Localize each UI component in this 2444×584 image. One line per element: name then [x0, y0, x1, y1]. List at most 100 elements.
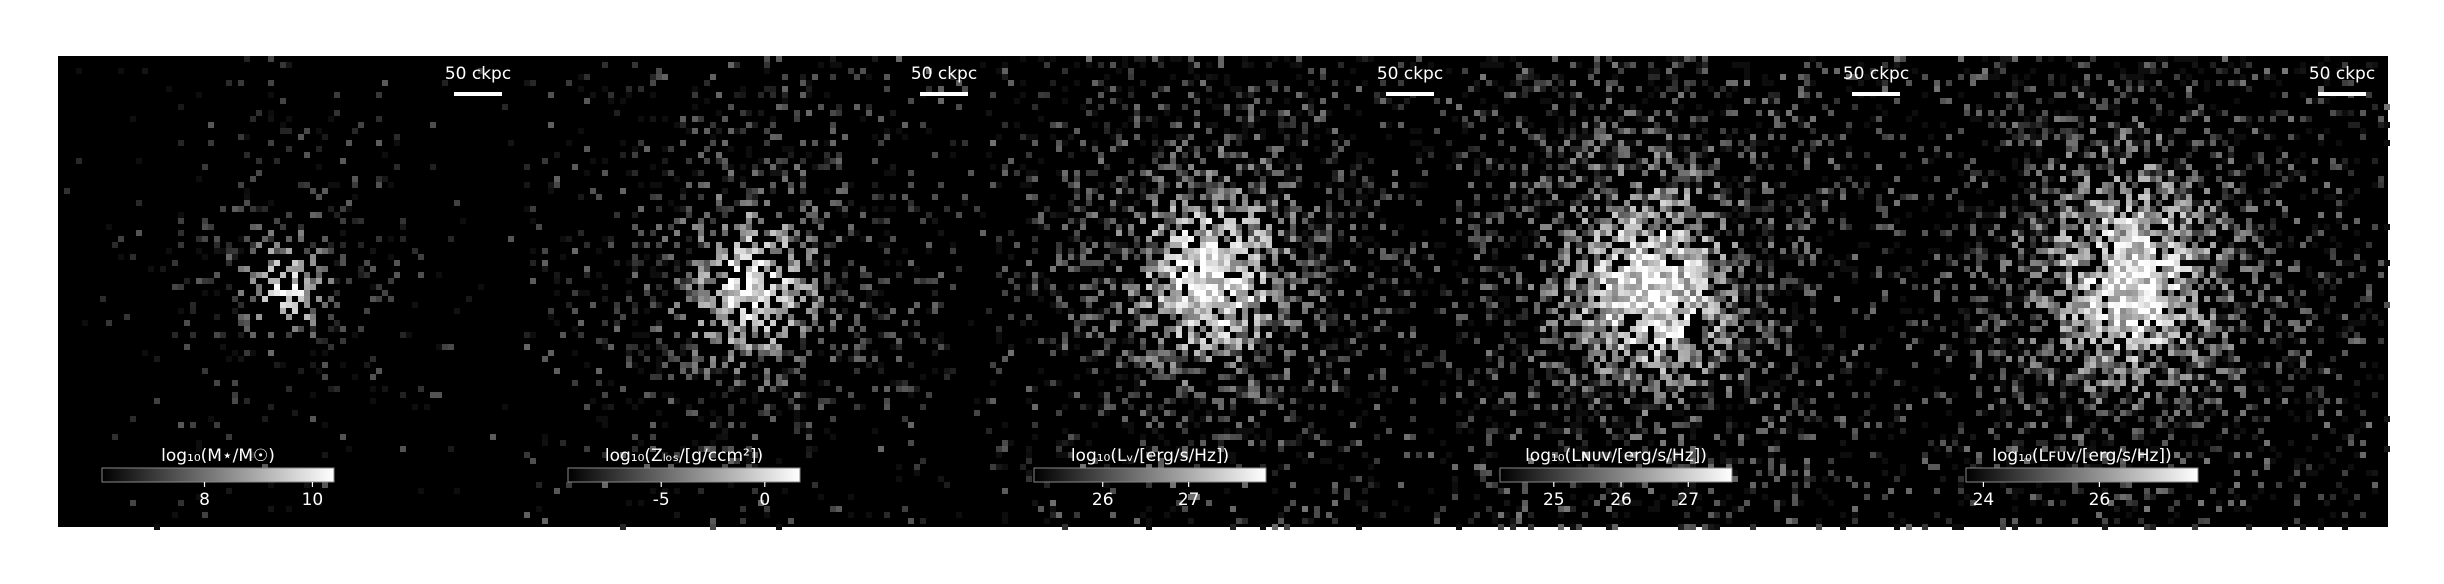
pixel	[692, 362, 698, 368]
pixel	[1804, 158, 1810, 164]
pixel	[1678, 326, 1684, 332]
pixel	[938, 182, 944, 188]
pixel	[572, 308, 578, 314]
pixel	[1254, 218, 1260, 224]
pixel	[1158, 464, 1164, 470]
pixel	[1272, 272, 1278, 278]
pixel	[530, 206, 536, 212]
pixel	[824, 308, 830, 314]
pixel	[1116, 86, 1122, 92]
pixel	[990, 164, 996, 170]
pixel	[1774, 122, 1780, 128]
pixel	[1008, 230, 1014, 236]
pixel	[1726, 260, 1732, 266]
pixel	[1882, 134, 1888, 140]
pixel	[1546, 224, 1552, 230]
pixel	[244, 200, 250, 206]
pixel	[1122, 458, 1128, 464]
pixel	[1380, 248, 1386, 254]
pixel	[1588, 146, 1594, 152]
scalebar-label: 50 ckpc	[911, 64, 977, 84]
pixel	[1236, 320, 1242, 326]
pixel	[632, 446, 638, 452]
pixel	[620, 152, 626, 158]
pixel	[1900, 230, 1906, 236]
pixel	[268, 260, 274, 266]
pixel	[794, 230, 800, 236]
pixel	[812, 242, 818, 248]
pixel	[566, 302, 572, 308]
pixel	[1356, 266, 1362, 272]
pixel	[1128, 116, 1134, 122]
pixel	[1188, 188, 1194, 194]
pixel	[1810, 302, 1816, 308]
pixel	[1116, 362, 1122, 368]
pixel	[1344, 488, 1350, 494]
pixel	[202, 218, 208, 224]
pixel	[704, 446, 710, 452]
pixel	[698, 272, 704, 278]
pixel	[358, 122, 364, 128]
pixel	[1200, 338, 1206, 344]
pixel	[860, 272, 866, 278]
pixel	[1600, 182, 1606, 188]
pixel	[1266, 398, 1272, 404]
pixel	[620, 524, 626, 530]
pixel	[430, 122, 436, 128]
pixel	[884, 218, 890, 224]
pixel	[400, 392, 406, 398]
pixel	[1386, 398, 1392, 404]
pixel	[1194, 308, 1200, 314]
pixel	[1410, 62, 1416, 68]
pixel	[1200, 350, 1206, 356]
pixel	[1194, 404, 1200, 410]
pixel	[1134, 254, 1140, 260]
pixel	[1440, 290, 1446, 296]
pixel	[1618, 146, 1624, 152]
pixel	[996, 452, 1002, 458]
pixel	[130, 116, 136, 122]
pixel	[842, 206, 848, 212]
pixel	[1392, 170, 1398, 176]
pixel	[1882, 80, 1888, 86]
pixel	[908, 422, 914, 428]
pixel	[250, 116, 256, 122]
pixel	[1744, 194, 1750, 200]
pixel	[1350, 206, 1356, 212]
pixel	[1576, 224, 1582, 230]
pixel	[812, 260, 818, 266]
pixel	[1540, 170, 1546, 176]
pixel	[1738, 140, 1744, 146]
pixel	[1882, 86, 1888, 92]
pixel	[1582, 254, 1588, 260]
pixel	[1606, 302, 1612, 308]
pixel	[292, 260, 298, 266]
pixel	[1278, 128, 1284, 134]
pixel	[704, 146, 710, 152]
pixel	[716, 314, 722, 320]
pixel	[1236, 140, 1242, 146]
pixel	[1654, 254, 1660, 260]
pixel	[734, 128, 740, 134]
pixel	[328, 248, 334, 254]
pixel	[632, 272, 638, 278]
pixel	[1654, 338, 1660, 344]
pixel	[1218, 338, 1224, 344]
pixel	[704, 212, 710, 218]
pixel	[1486, 230, 1492, 236]
pixel	[1888, 248, 1894, 254]
pixel	[1116, 386, 1122, 392]
pixel	[1290, 116, 1296, 122]
pixel	[1158, 272, 1164, 278]
pixel	[394, 164, 400, 170]
pixel	[1362, 224, 1368, 230]
pixel	[758, 278, 764, 284]
pixel	[800, 332, 806, 338]
pixel	[878, 140, 884, 146]
pixel	[1296, 206, 1302, 212]
pixel	[1582, 146, 1588, 152]
pixel	[1110, 218, 1116, 224]
pixel	[722, 206, 728, 212]
pixel	[262, 416, 268, 422]
pixel	[1032, 290, 1038, 296]
